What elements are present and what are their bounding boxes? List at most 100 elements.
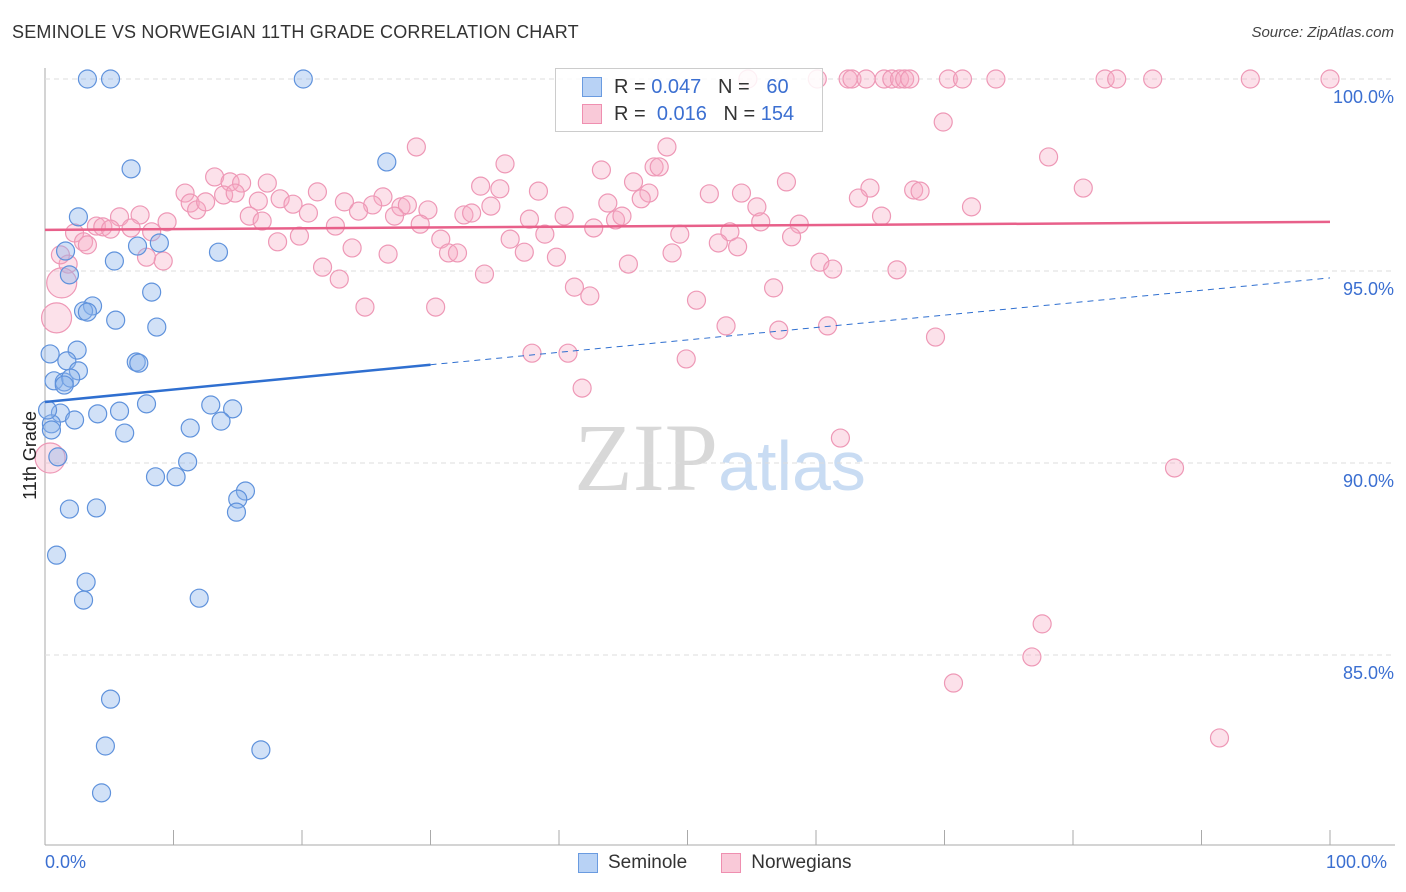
seminole-point [77, 69, 98, 89]
seminole-point [129, 353, 149, 373]
norwegians-n-value: 154 [760, 102, 795, 125]
x-tick-label-max: 100.0% [1326, 852, 1388, 872]
seminole-point [64, 410, 85, 430]
n-label: N = [723, 102, 756, 125]
norwegians-point [1022, 647, 1042, 667]
norwegians-point [639, 183, 659, 203]
norwegians-point [1073, 178, 1093, 198]
norwegians-point [454, 205, 474, 225]
y-tick-label: 90.0% [1342, 471, 1394, 491]
norwegians-point [856, 69, 876, 89]
seminole-point [100, 69, 121, 89]
norwegians-point [481, 196, 501, 216]
norwegians-point [130, 205, 150, 225]
seminole-point [201, 395, 221, 415]
norwegians-point [769, 320, 789, 340]
seminole-point [100, 689, 121, 709]
norwegians-point [895, 69, 915, 89]
seminole-point [136, 394, 157, 414]
norwegians-point [986, 69, 1006, 89]
norwegians-point [46, 267, 78, 299]
y-axis-label: 11th Grade [19, 411, 40, 500]
seminole-point [115, 423, 135, 443]
norwegians-point [558, 343, 578, 363]
seminole-point [54, 375, 74, 395]
seminole-trend-extension [430, 277, 1331, 366]
seminole-point [48, 447, 68, 467]
seminole-point [41, 420, 62, 440]
norwegians-point [363, 195, 383, 215]
norwegians-trend-line [44, 220, 1331, 232]
norwegians-point [205, 167, 225, 187]
norwegians-point [153, 251, 173, 271]
norwegians-point [121, 218, 141, 238]
norwegians-point [1164, 458, 1185, 478]
norwegians-point [751, 212, 771, 232]
seminole-point [104, 251, 124, 271]
norwegians-point [248, 191, 268, 211]
norwegians-point [1143, 69, 1163, 89]
seminole-point [86, 498, 107, 518]
norwegians-point [522, 343, 542, 363]
legend-row-seminole: R = 0.047 N = 60 [582, 74, 789, 100]
seminole-point [211, 411, 231, 431]
seminole-point [127, 236, 148, 256]
seminole-point [109, 401, 130, 421]
norwegians-point [842, 69, 862, 89]
norwegians-point [342, 238, 362, 258]
norwegians-point [708, 233, 728, 253]
seminole-point [37, 400, 58, 420]
norwegians-point [373, 187, 393, 207]
norwegians-point [490, 179, 510, 199]
norwegians-point [142, 222, 162, 242]
norwegians-point [943, 673, 964, 693]
norwegians-point [378, 244, 398, 264]
norwegians-point [157, 212, 177, 232]
norwegians-point [584, 218, 604, 238]
seminole-point [106, 310, 126, 330]
norwegians-point [397, 195, 417, 215]
seminole-point [82, 296, 103, 316]
r-label: R = [614, 102, 646, 125]
norwegians-point [644, 157, 664, 177]
norwegians-point [631, 189, 651, 209]
norwegians-point [355, 297, 375, 317]
norwegians-point [1038, 147, 1059, 167]
seminole-point [166, 467, 186, 487]
seminole-point [95, 736, 115, 756]
seminole-point [226, 502, 247, 522]
norwegians-point [904, 180, 924, 200]
norwegians-point [348, 201, 369, 221]
norwegians-point [676, 349, 696, 369]
norwegians-point [239, 206, 259, 226]
norwegians-point [572, 378, 592, 398]
norwegians-point [535, 224, 555, 244]
norwegians-point [334, 192, 355, 212]
norwegians-point [670, 224, 690, 244]
seminole-point [251, 740, 271, 760]
seminole-point [147, 317, 167, 337]
norwegians-point [874, 69, 894, 89]
norwegians-point [1240, 69, 1260, 89]
seminole-point [40, 344, 60, 364]
seminole-point [223, 399, 243, 419]
norwegians-point [925, 327, 946, 347]
norwegians-point [1107, 69, 1127, 89]
norwegians-point [728, 237, 748, 257]
norwegians-point [747, 197, 767, 217]
norwegians-point [598, 193, 618, 213]
norwegians-swatch [582, 104, 602, 124]
norwegians-point [252, 211, 272, 231]
norwegians-point [1320, 69, 1340, 89]
watermark: ZIPatlas [574, 404, 866, 511]
norwegians-point [40, 302, 73, 334]
norwegians-point [406, 137, 426, 157]
norwegians-point [848, 188, 869, 208]
norwegians-point [384, 206, 405, 226]
norwegians-point [776, 172, 797, 192]
norwegians-point [495, 154, 515, 174]
seminole-point [55, 241, 76, 261]
norwegians-point [900, 69, 920, 89]
seminole-r-value: 0.047 [651, 75, 702, 98]
seminole-point [189, 588, 209, 608]
